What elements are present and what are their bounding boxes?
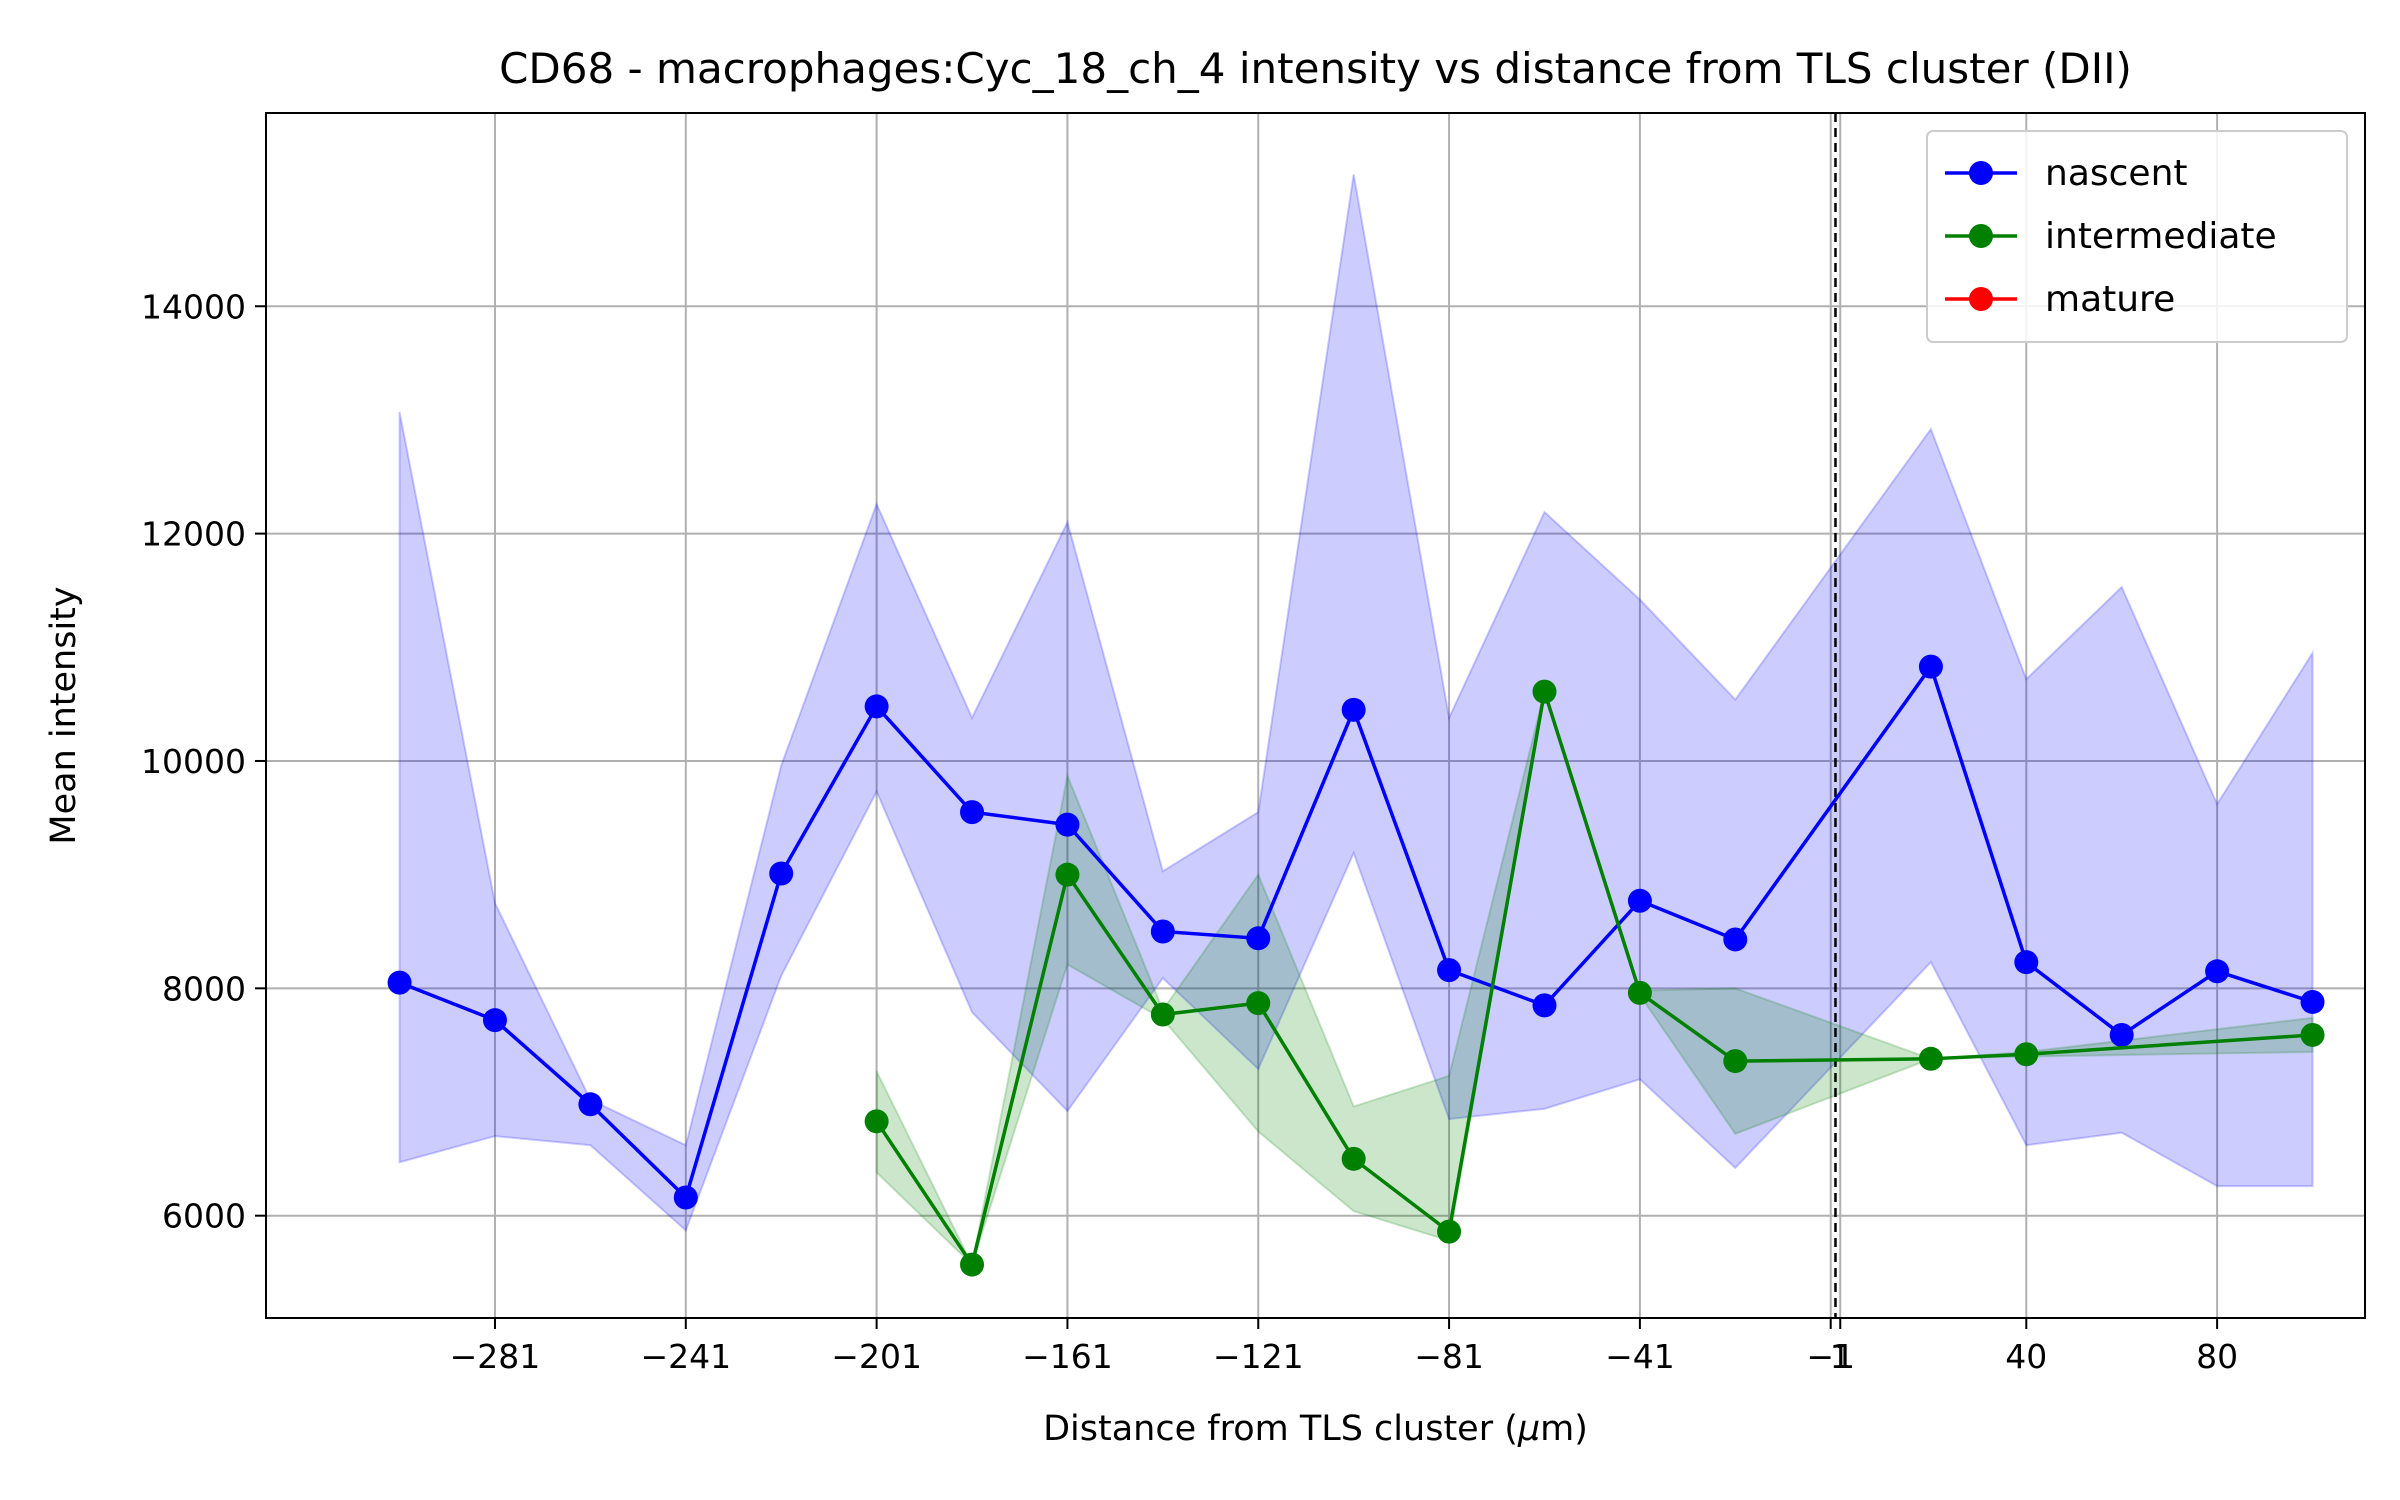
point-intermediate: [960, 1252, 985, 1277]
band-intermediate: [875, 687, 2314, 1268]
point-nascent: [1150, 919, 1175, 944]
point-nascent: [387, 970, 412, 995]
legend-label: nascent: [2045, 153, 2188, 194]
y-tick-label: 6000: [162, 1197, 246, 1236]
series-nascent: [387, 654, 2325, 1210]
x-tick-label: −201: [831, 1337, 922, 1376]
x-tick-label: −241: [640, 1337, 731, 1376]
plot-frame: [265, 112, 2366, 1319]
x-tick-label: −281: [450, 1337, 541, 1376]
point-nascent: [2014, 950, 2039, 975]
x-tick-label: −1: [1806, 1337, 1855, 1376]
x-axis-label-prefix: Distance from TLS cluster (: [1043, 1409, 1518, 1449]
point-intermediate: [864, 1109, 889, 1134]
point-intermediate: [1532, 679, 1557, 704]
point-nascent: [1918, 654, 1943, 679]
legend: nascent intermediate mature: [1926, 130, 2348, 343]
point-nascent: [673, 1185, 698, 1210]
point-nascent: [1055, 812, 1080, 837]
legend-swatch-marker: [1969, 224, 1993, 248]
point-nascent: [864, 694, 889, 719]
point-intermediate: [1918, 1046, 1943, 1071]
point-intermediate: [1723, 1049, 1748, 1074]
point-nascent: [1627, 888, 1652, 913]
point-nascent: [1437, 958, 1462, 983]
point-intermediate: [1055, 862, 1080, 887]
point-nascent: [1246, 926, 1271, 951]
legend-entry: intermediate: [1945, 216, 2277, 257]
x-tick-label: −161: [1022, 1337, 1113, 1376]
y-tick-label: 14000: [141, 287, 246, 326]
x-axis-label-suffix: m): [1540, 1409, 1588, 1449]
point-nascent: [2300, 989, 2325, 1014]
x-tick-label: 1: [1830, 1337, 1851, 1376]
point-nascent: [1723, 927, 1748, 952]
x-tick-label: 40: [2005, 1337, 2047, 1376]
point-nascent: [2109, 1022, 2134, 1047]
point-intermediate: [1627, 980, 1652, 1005]
point-nascent: [578, 1092, 603, 1117]
legend-entry: nascent: [1945, 153, 2188, 194]
series-lines: [387, 654, 2325, 1277]
axis-ticks: −281 −241 −201 −161 −121 −81 −41 −11 40 80 6000 800…: [141, 287, 2238, 1376]
legend-box: [1926, 130, 2348, 343]
chart-title: CD68 - macrophages:Cyc_18_ch_4 intensity…: [499, 44, 2132, 93]
point-nascent: [2205, 959, 2230, 984]
x-tick-label: 80: [2196, 1337, 2238, 1376]
point-intermediate: [2014, 1042, 2039, 1067]
point-intermediate: [2300, 1022, 2325, 1047]
point-intermediate: [1437, 1219, 1462, 1244]
point-nascent: [960, 800, 985, 825]
legend-label: mature: [2045, 279, 2175, 320]
x-axis-label: Distance from TLS cluster (μm): [1043, 1409, 1588, 1449]
x-axis-label-mu: μ: [1517, 1409, 1540, 1449]
y-tick-label: 10000: [141, 742, 246, 781]
point-intermediate: [1341, 1146, 1366, 1171]
series-intermediate: [864, 679, 2325, 1277]
x-tick-label: −81: [1414, 1337, 1484, 1376]
point-nascent: [1341, 697, 1366, 722]
x-tick-label: −41: [1605, 1337, 1675, 1376]
x-tick-label: −121: [1213, 1337, 1304, 1376]
point-intermediate: [1150, 1002, 1175, 1027]
legend-swatch-marker: [1969, 161, 1993, 185]
y-axis-label: Mean intensity: [44, 586, 84, 844]
point-nascent: [1532, 993, 1557, 1018]
point-nascent: [482, 1008, 507, 1033]
legend-swatch-marker: [1969, 287, 1993, 311]
y-tick-label: 8000: [162, 969, 246, 1008]
point-nascent: [769, 861, 794, 886]
legend-label: intermediate: [2045, 216, 2277, 257]
legend-entry: mature: [1945, 279, 2175, 320]
y-tick-label: 12000: [141, 515, 246, 554]
line-nascent: [398, 662, 2314, 1201]
point-intermediate: [1246, 991, 1271, 1016]
